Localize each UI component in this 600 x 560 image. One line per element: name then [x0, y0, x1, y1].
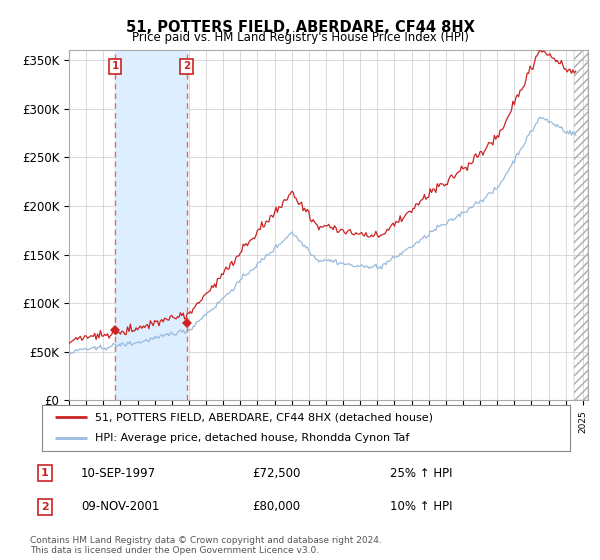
Text: 10% ↑ HPI: 10% ↑ HPI	[390, 500, 452, 514]
Text: 1: 1	[112, 61, 119, 71]
Text: This data is licensed under the Open Government Licence v3.0.: This data is licensed under the Open Gov…	[30, 546, 319, 555]
Bar	[115, 50, 187, 400]
Text: 2: 2	[183, 61, 190, 71]
Text: £80,000: £80,000	[252, 500, 300, 514]
Text: 1: 1	[41, 468, 49, 478]
Text: HPI: Average price, detached house, Rhondda Cynon Taf: HPI: Average price, detached house, Rhon…	[95, 433, 409, 444]
Text: 51, POTTERS FIELD, ABERDARE, CF44 8HX: 51, POTTERS FIELD, ABERDARE, CF44 8HX	[125, 20, 475, 35]
Text: 51, POTTERS FIELD, ABERDARE, CF44 8HX (detached house): 51, POTTERS FIELD, ABERDARE, CF44 8HX (d…	[95, 412, 433, 422]
Text: 25% ↑ HPI: 25% ↑ HPI	[390, 466, 452, 480]
Text: 10-SEP-1997: 10-SEP-1997	[81, 466, 156, 480]
Text: Price paid vs. HM Land Registry's House Price Index (HPI): Price paid vs. HM Land Registry's House …	[131, 31, 469, 44]
Text: Contains HM Land Registry data © Crown copyright and database right 2024.: Contains HM Land Registry data © Crown c…	[30, 536, 382, 545]
Text: £72,500: £72,500	[252, 466, 301, 480]
Text: 2: 2	[41, 502, 49, 512]
Text: 09-NOV-2001: 09-NOV-2001	[81, 500, 160, 514]
